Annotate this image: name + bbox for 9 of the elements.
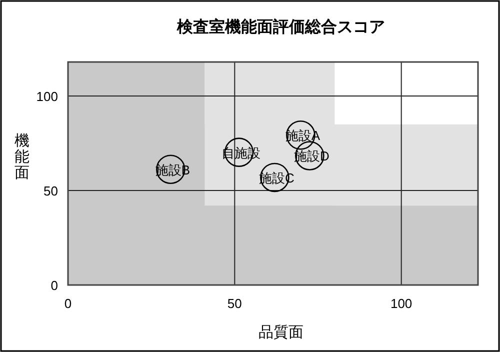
x-tick-label: 50 bbox=[227, 296, 242, 311]
chart-title: 検査室機能面評価総合スコア bbox=[176, 17, 385, 36]
y-tick-label: 100 bbox=[36, 89, 58, 104]
x-tick-label: 0 bbox=[64, 296, 72, 311]
x-axis-title: 品質面 bbox=[258, 324, 304, 341]
y-tick-label: 0 bbox=[50, 278, 58, 293]
y-axis-title: 機能面 bbox=[14, 132, 30, 182]
y-tick-label: 50 bbox=[44, 184, 58, 199]
x-tick-label: 100 bbox=[390, 296, 412, 311]
